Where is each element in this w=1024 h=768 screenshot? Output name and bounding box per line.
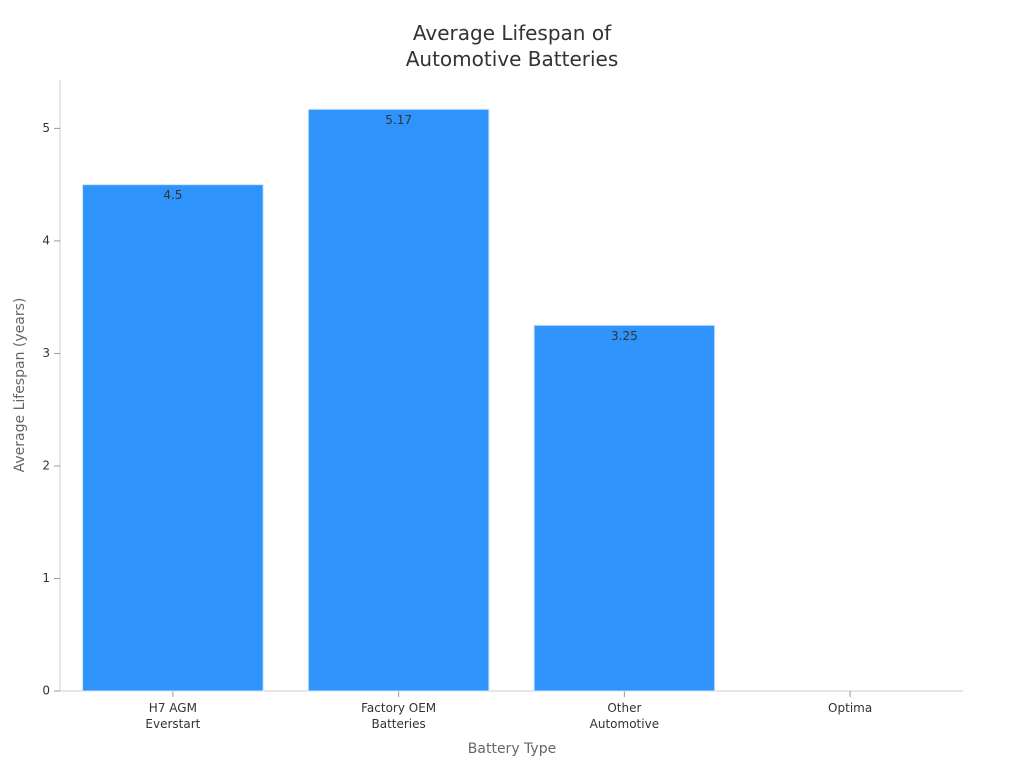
y-tick-label: 3 (42, 346, 50, 360)
x-tick-label: Optima (828, 701, 873, 715)
bar (533, 324, 716, 692)
x-axis-label: Battery Type (467, 741, 557, 757)
y-axis-label: Average Lifespan (years) (12, 298, 28, 473)
y-tick-label: 2 (42, 458, 50, 472)
x-tick-label: Other Automotive (589, 701, 660, 731)
value-label: 5.17 (385, 113, 412, 127)
bar (307, 108, 490, 692)
y-tick-label: 5 (42, 121, 50, 135)
y-tick-label: 0 (42, 684, 50, 698)
chart-title: Average Lifespan of Automotive Batteries (405, 21, 619, 71)
x-tick-label: Factory OEM Batteries (361, 701, 437, 731)
y-tick-label: 1 (42, 571, 50, 585)
y-tick-label: 4 (42, 233, 50, 247)
bar (82, 184, 264, 692)
value-label: 3.25 (611, 329, 638, 343)
value-label: 4.5 (163, 188, 182, 202)
x-tick-label: H7 AGM Everstart (145, 701, 201, 731)
